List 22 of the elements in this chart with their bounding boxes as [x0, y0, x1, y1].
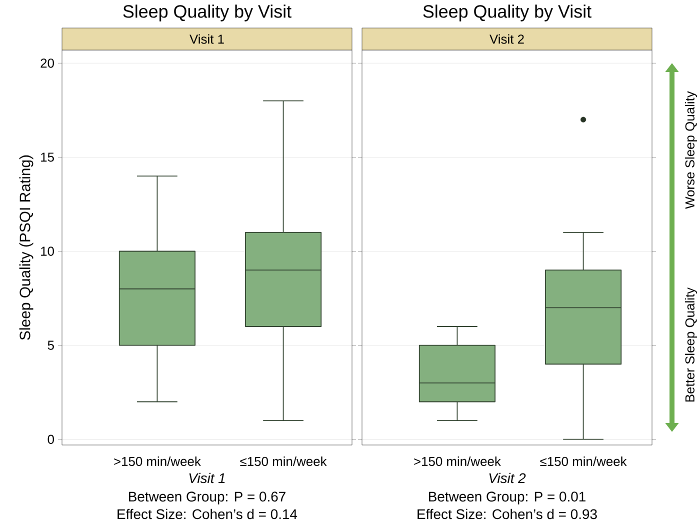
- text: Between Group: P = 0.01: [428, 492, 586, 504]
- text: Visit 1: [189, 472, 225, 484]
- y-tick-label: 5: [48, 340, 54, 350]
- y-tick-label: 20: [40, 58, 54, 68]
- chart-title: Sleep Quality by Visit: [123, 4, 292, 22]
- y-axis-title: Sleep Quality (PSQI Rating): [19, 155, 34, 340]
- x-tick-label: ≤150 min/week: [540, 456, 627, 466]
- x-tick-label: >150 min/week: [114, 456, 201, 466]
- y-tick-label: 0: [48, 434, 54, 444]
- chart-title: Sleep Quality by Visit: [423, 4, 592, 22]
- x-tick-label: >150 min/week: [414, 456, 501, 466]
- text: Between Group: P = 0.67: [128, 492, 286, 504]
- x-tick-label: ≤150 min/week: [240, 456, 327, 466]
- chart-subtitle: Visit 2: [490, 34, 524, 44]
- y-tick-label: 10: [41, 246, 54, 256]
- text: Visit 2: [489, 472, 526, 484]
- y-tick-label: 15: [41, 152, 54, 162]
- chart-subtitle: Visit 1: [190, 34, 224, 44]
- text: Worse Sleep Quality: [684, 91, 698, 209]
- text: Effect Size: Cohen’s d = 0.14: [118, 508, 298, 520]
- text: Better Sleep Quality: [684, 287, 698, 402]
- text: Effect Size: Cohen’s d = 0.93: [418, 508, 597, 520]
